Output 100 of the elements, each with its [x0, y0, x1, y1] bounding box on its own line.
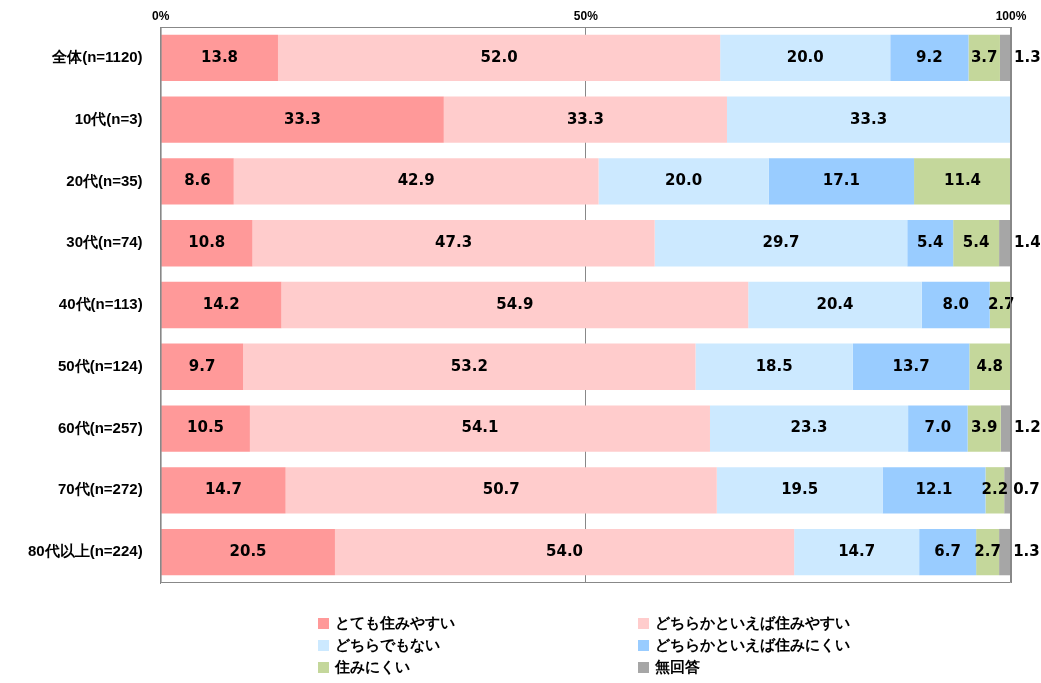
- data-label: 6.7: [934, 542, 961, 560]
- bar: [277, 34, 721, 82]
- data-label: 1.3: [1014, 47, 1041, 66]
- x-tick-label: 100%: [995, 9, 1027, 24]
- bar: [768, 158, 915, 205]
- bar: [161, 220, 253, 267]
- bar: [919, 528, 977, 576]
- y-tick-label: 全体(n=1120): [51, 48, 143, 66]
- x-tick-label: 0%: [151, 9, 170, 24]
- data-label: 2.2: [981, 480, 1009, 499]
- bar: [252, 220, 655, 267]
- data-label: 1.3: [1013, 542, 1040, 560]
- legend-label: どちらかといえば住みにくい: [655, 636, 850, 655]
- data-label: 10.8: [188, 233, 226, 252]
- data-label: 3.9: [970, 418, 998, 437]
- bar: [720, 34, 891, 82]
- legend-label: とても住みやすい: [335, 614, 455, 633]
- data-label: 42.9: [397, 171, 435, 190]
- data-label: 0.7: [1013, 480, 1040, 499]
- bar: [598, 158, 769, 205]
- bar: [794, 528, 920, 576]
- bar: [999, 220, 1011, 267]
- y-tick-label: 20代(n=35): [66, 171, 143, 189]
- bar: [695, 343, 853, 390]
- y-tick-label: 30代(n=74): [66, 233, 143, 251]
- bar: [161, 158, 234, 205]
- bar: [161, 281, 282, 329]
- data-label: 4.8: [976, 356, 1004, 375]
- data-label: 13.8: [201, 47, 239, 66]
- bar: [654, 220, 908, 267]
- data-label: 12.1: [915, 480, 953, 499]
- legend-label: 住みにくい: [335, 658, 410, 677]
- data-label: 54.9: [496, 294, 534, 313]
- bar: [161, 96, 444, 143]
- data-label: 2.7: [974, 542, 1001, 560]
- data-label: 3.7: [970, 47, 998, 66]
- x-tick-label: 50%: [573, 9, 599, 24]
- data-label: 13.7: [892, 356, 930, 375]
- data-label: 33.3: [850, 109, 888, 128]
- bar: [161, 34, 278, 82]
- bar: [233, 158, 599, 205]
- bar: [281, 281, 749, 329]
- data-label: 8.0: [942, 294, 970, 313]
- data-label: 5.4: [962, 233, 990, 252]
- data-label: 33.3: [566, 109, 604, 128]
- y-tick-label: 50代(n=124): [58, 356, 143, 374]
- bar: [161, 467, 286, 514]
- data-label: 20.0: [786, 47, 824, 66]
- bar: [999, 34, 1011, 82]
- bar: [999, 528, 1011, 576]
- data-label: 52.0: [480, 47, 518, 66]
- y-tick-label: 70代(n=272): [58, 480, 143, 498]
- bar: [908, 405, 968, 452]
- data-label: 47.3: [435, 233, 473, 252]
- data-label: 11.4: [944, 171, 982, 190]
- bar: [285, 467, 717, 514]
- bar: [914, 158, 1011, 205]
- y-tick-label: 60代(n=257): [58, 418, 143, 436]
- data-label: 14.7: [204, 480, 242, 499]
- data-label: 8.6: [184, 171, 211, 190]
- data-label: 20.0: [665, 171, 703, 190]
- bar: [716, 467, 883, 514]
- bar: [443, 96, 727, 143]
- data-label: 7.0: [924, 418, 952, 437]
- bar: [334, 528, 795, 576]
- data-label: 23.3: [790, 418, 828, 437]
- bar: [161, 343, 244, 390]
- bar: [953, 220, 1000, 267]
- bar: [726, 96, 1011, 143]
- data-label: 18.5: [755, 356, 793, 375]
- data-label: 50.7: [482, 480, 520, 499]
- legend-label: どちらかといえば住みやすい: [655, 614, 850, 633]
- data-label: 14.7: [838, 542, 876, 560]
- data-label: 9.7: [188, 356, 216, 375]
- legend-label: どちらでもない: [335, 636, 440, 655]
- data-label: 10.5: [187, 418, 225, 437]
- y-tick-label: 80代以上(n=224): [28, 542, 143, 560]
- bar: [243, 343, 696, 390]
- data-label: 33.3: [283, 109, 321, 128]
- data-label: 5.4: [916, 233, 944, 252]
- bar: [907, 220, 954, 267]
- data-label: 54.0: [546, 542, 584, 560]
- bar: [968, 34, 1000, 82]
- bar: [161, 528, 335, 576]
- bar: [852, 343, 970, 390]
- data-label: 20.4: [816, 294, 854, 313]
- y-tick-label: 40代(n=113): [58, 295, 143, 313]
- bar: [969, 343, 1011, 390]
- bar: [709, 405, 909, 452]
- bar: [890, 34, 969, 82]
- data-label: 53.2: [450, 356, 488, 375]
- data-label: 54.1: [461, 418, 499, 437]
- data-label: 1.2: [1014, 418, 1041, 437]
- bar: [921, 281, 990, 329]
- data-label: 19.5: [781, 480, 819, 499]
- data-label: 17.1: [822, 171, 860, 190]
- y-tick-label: 10代(n=3): [74, 109, 143, 127]
- bar: [748, 281, 922, 329]
- data-label: 1.4: [1014, 233, 1041, 252]
- data-label: 14.2: [202, 294, 240, 313]
